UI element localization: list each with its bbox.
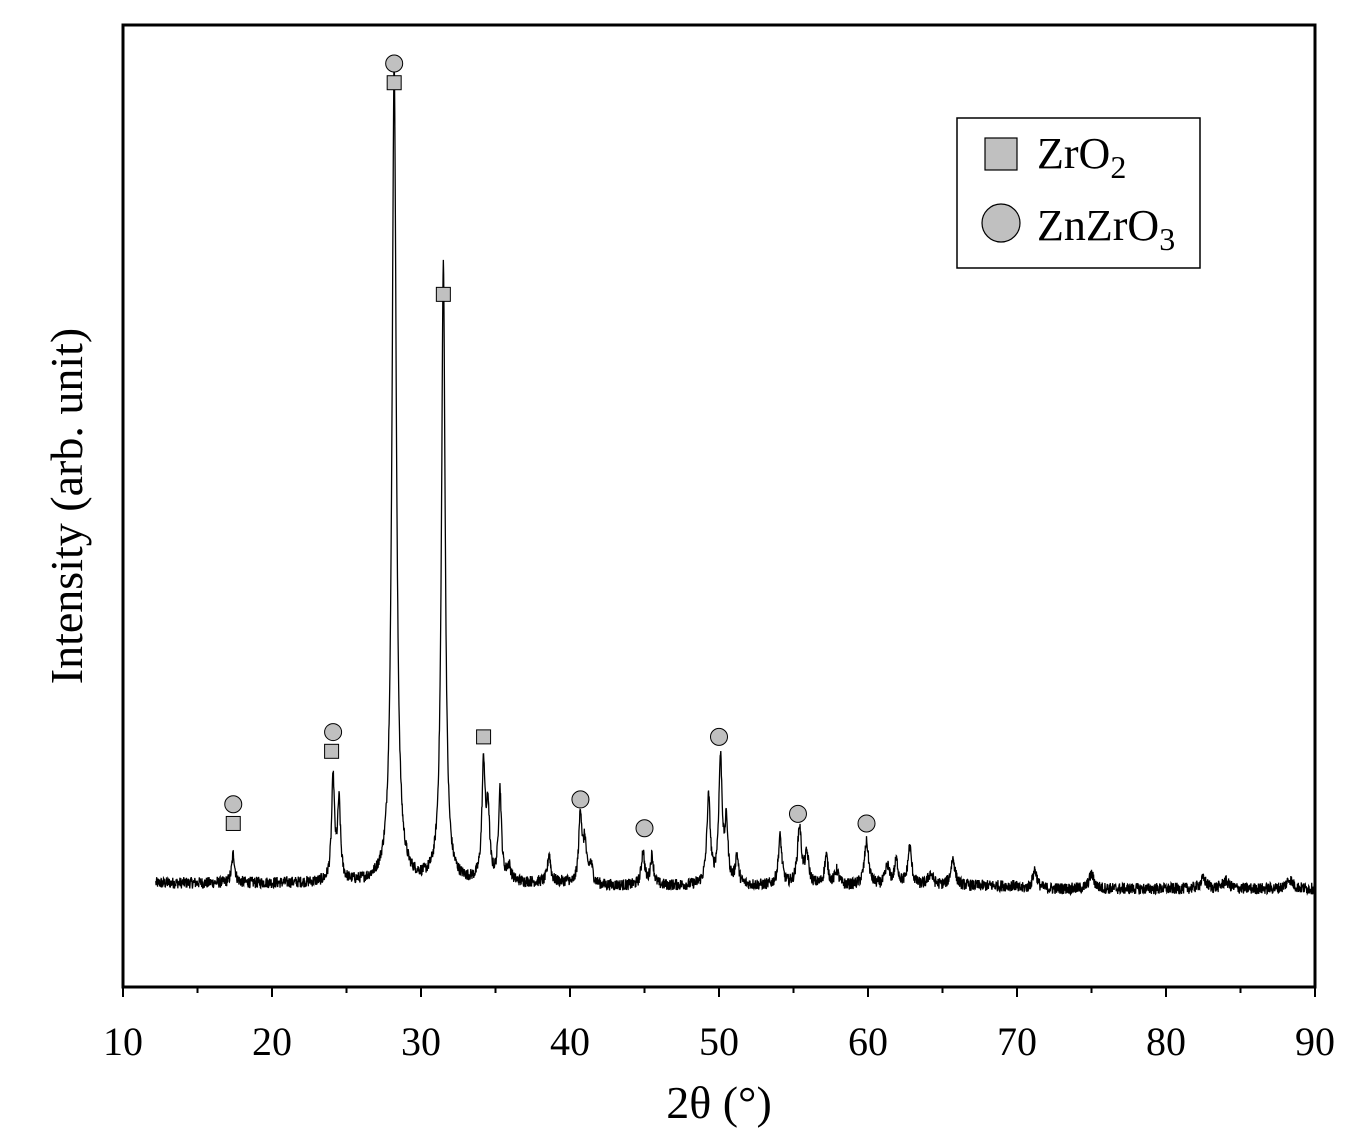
x-tick-label: 20: [252, 1019, 292, 1064]
y-axis-title: Intensity (arb. unit): [41, 328, 92, 684]
legend-zro2-main: ZrO: [1037, 129, 1110, 178]
znzro3-peak-marker: [571, 790, 590, 809]
legend: ZrO2 ZnZrO3: [956, 117, 1201, 269]
legend-znzro3-main: ZnZrO: [1037, 201, 1159, 250]
znzro3-peak-marker: [224, 795, 243, 814]
legend-square-marker: [984, 137, 1018, 171]
xrd-pattern-line: [155, 59, 1316, 897]
x-axis-title: 2θ (°): [666, 1077, 772, 1128]
zro2-peak-marker: [476, 729, 492, 745]
zro2-peak-marker: [435, 286, 451, 302]
x-tick-label: 40: [550, 1019, 590, 1064]
x-tick-label: 30: [401, 1019, 441, 1064]
znzro3-peak-marker: [635, 819, 654, 838]
x-tick-label: 80: [1146, 1019, 1186, 1064]
x-tick-label: 90: [1295, 1019, 1335, 1064]
x-tick-label: 60: [848, 1019, 888, 1064]
legend-zro2-subscript: 2: [1110, 149, 1126, 185]
zro2-peak-marker: [225, 815, 241, 831]
znzro3-peak-marker: [857, 814, 876, 833]
legend-circle-marker: [981, 203, 1021, 243]
legend-znzro3-subscript: 3: [1159, 221, 1175, 257]
x-tick-label: 50: [699, 1019, 739, 1064]
zro2-peak-marker: [324, 743, 340, 759]
x-tick-label: 70: [997, 1019, 1037, 1064]
zro2-peak-marker: [386, 75, 402, 91]
plot-layer: [155, 54, 1316, 897]
znzro3-peak-marker: [710, 727, 728, 746]
znzro3-peak-marker: [324, 723, 343, 742]
znzro3-peak-marker: [788, 804, 807, 823]
x-axis-ticks: 10 20 30 40 50 60 70 80 90: [103, 987, 1335, 1064]
legend-znzro3-label: ZnZrO3: [1037, 201, 1175, 257]
znzro3-peak-marker: [385, 54, 404, 73]
x-tick-label: 10: [103, 1019, 143, 1064]
legend-zro2-label: ZrO2: [1037, 129, 1126, 185]
